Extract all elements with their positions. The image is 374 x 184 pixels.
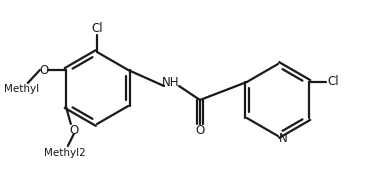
Text: N: N (279, 132, 287, 146)
Text: NH: NH (162, 77, 180, 89)
Text: Cl: Cl (91, 22, 103, 36)
Text: O: O (69, 123, 79, 137)
Text: Cl: Cl (327, 75, 339, 89)
Text: O: O (39, 63, 49, 77)
Text: O: O (195, 125, 205, 137)
Text: Methyl: Methyl (4, 84, 39, 94)
Text: Methyl2: Methyl2 (44, 148, 86, 158)
